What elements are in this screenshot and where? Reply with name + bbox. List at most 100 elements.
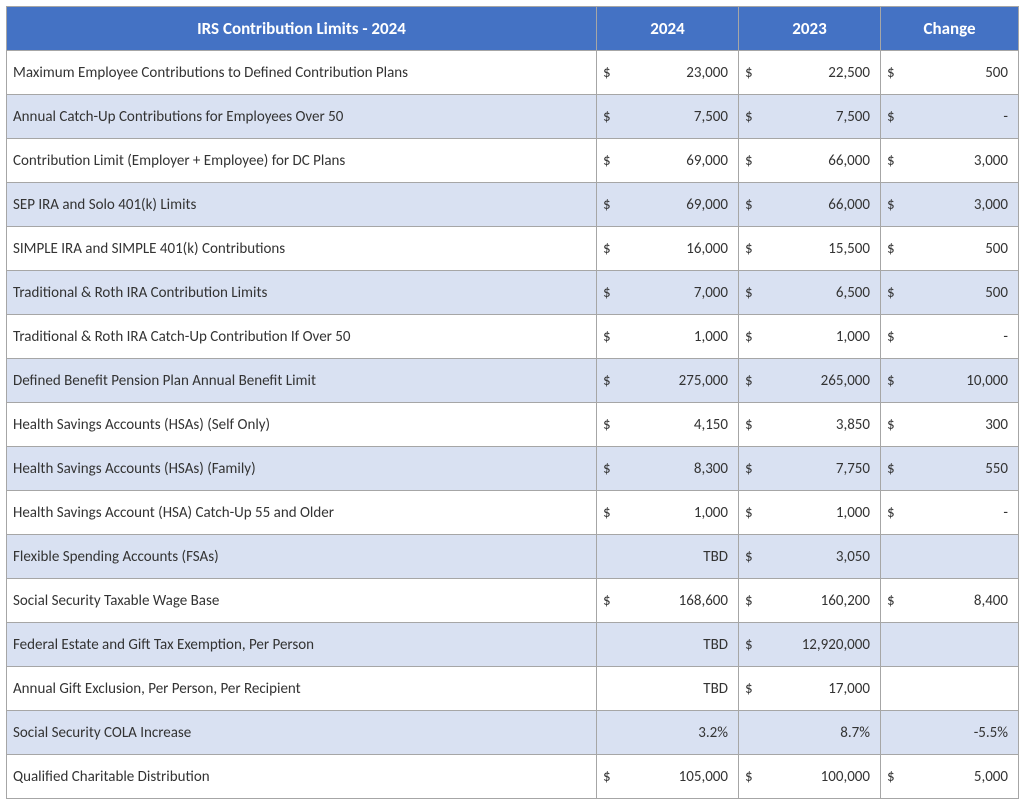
currency-change: $: [881, 183, 905, 227]
value-change: 10,000: [905, 359, 1019, 403]
currency-2024: $: [597, 95, 621, 139]
value-change: 3,000: [905, 139, 1019, 183]
row-label: Traditional & Roth IRA Contribution Limi…: [7, 271, 597, 315]
currency-change: $: [881, 447, 905, 491]
table-header-row: IRS Contribution Limits - 2024 2024 2023…: [7, 7, 1019, 51]
value-2023: 1,000: [763, 315, 881, 359]
currency-change: $: [881, 403, 905, 447]
table-row: Health Savings Accounts (HSAs) (Self Onl…: [7, 403, 1019, 447]
row-label: Annual Gift Exclusion, Per Person, Per R…: [7, 667, 597, 711]
currency-2023: $: [739, 139, 763, 183]
currency-2023: $: [739, 447, 763, 491]
table-row: SIMPLE IRA and SIMPLE 401(k) Contributio…: [7, 227, 1019, 271]
value-change: -: [905, 315, 1019, 359]
currency-change: [881, 667, 905, 711]
value-2024: 275,000: [621, 359, 739, 403]
value-2023: 22,500: [763, 51, 881, 95]
currency-change: $: [881, 51, 905, 95]
value-2023: 66,000: [763, 139, 881, 183]
currency-change: $: [881, 579, 905, 623]
currency-change: $: [881, 227, 905, 271]
table-row: Social Security COLA Increase 3.2% 8.7% -5.…: [7, 711, 1019, 755]
value-2024: TBD: [621, 535, 739, 579]
table-body: Maximum Employee Contributions to Define…: [7, 51, 1019, 799]
value-change: -5.5%: [905, 711, 1019, 755]
currency-2024: $: [597, 315, 621, 359]
value-2024: 105,000: [621, 755, 739, 799]
row-label: SEP IRA and Solo 401(k) Limits: [7, 183, 597, 227]
value-change: 550: [905, 447, 1019, 491]
row-label: Social Security Taxable Wage Base: [7, 579, 597, 623]
value-2024: 69,000: [621, 183, 739, 227]
row-label: Maximum Employee Contributions to Define…: [7, 51, 597, 95]
currency-2023: $: [739, 227, 763, 271]
value-change: 3,000: [905, 183, 1019, 227]
table-row: Flexible Spending Accounts (FSAs) TBD$3,0…: [7, 535, 1019, 579]
currency-change: $: [881, 359, 905, 403]
value-2024: 3.2%: [621, 711, 739, 755]
value-change: 500: [905, 271, 1019, 315]
value-2024: TBD: [621, 623, 739, 667]
currency-2023: $: [739, 667, 763, 711]
currency-2024: $: [597, 51, 621, 95]
value-2024: 7,000: [621, 271, 739, 315]
row-label: Federal Estate and Gift Tax Exemption, P…: [7, 623, 597, 667]
currency-change: [881, 535, 905, 579]
currency-2023: $: [739, 51, 763, 95]
value-2024: 1,000: [621, 315, 739, 359]
value-2023: 265,000: [763, 359, 881, 403]
row-label: Flexible Spending Accounts (FSAs): [7, 535, 597, 579]
value-2024: TBD: [621, 667, 739, 711]
currency-2024: $: [597, 271, 621, 315]
currency-2024: $: [597, 183, 621, 227]
currency-2024: $: [597, 491, 621, 535]
value-2023: 7,500: [763, 95, 881, 139]
value-2023: 17,000: [763, 667, 881, 711]
currency-change: $: [881, 271, 905, 315]
table-row: Defined Benefit Pension Plan Annual Bene…: [7, 359, 1019, 403]
value-change: 8,400: [905, 579, 1019, 623]
row-label: Traditional & Roth IRA Catch-Up Contribu…: [7, 315, 597, 359]
currency-2024: [597, 667, 621, 711]
irs-limits-table: IRS Contribution Limits - 2024 2024 2023…: [6, 6, 1019, 799]
row-label: Social Security COLA Increase: [7, 711, 597, 755]
currency-2024: $: [597, 447, 621, 491]
currency-change: $: [881, 491, 905, 535]
currency-change: $: [881, 755, 905, 799]
value-2024: 69,000: [621, 139, 739, 183]
currency-2024: $: [597, 139, 621, 183]
currency-2023: $: [739, 271, 763, 315]
currency-2024: $: [597, 227, 621, 271]
table-row: Maximum Employee Contributions to Define…: [7, 51, 1019, 95]
currency-2024: [597, 711, 621, 755]
currency-2023: $: [739, 535, 763, 579]
currency-2023: [739, 711, 763, 755]
value-2023: 12,920,000: [763, 623, 881, 667]
table-row: Health Savings Accounts (HSAs) (Family)$…: [7, 447, 1019, 491]
table-row: Qualified Charitable Distribution$105,00…: [7, 755, 1019, 799]
currency-change: [881, 623, 905, 667]
value-2023: 8.7%: [763, 711, 881, 755]
value-2023: 160,200: [763, 579, 881, 623]
currency-2024: $: [597, 755, 621, 799]
currency-2023: $: [739, 315, 763, 359]
row-label: Health Savings Account (HSA) Catch-Up 55…: [7, 491, 597, 535]
value-change: 300: [905, 403, 1019, 447]
value-change: 5,000: [905, 755, 1019, 799]
currency-2023: $: [739, 403, 763, 447]
value-change: [905, 623, 1019, 667]
value-2023: 3,050: [763, 535, 881, 579]
value-change: -: [905, 491, 1019, 535]
currency-change: [881, 711, 905, 755]
currency-2024: $: [597, 403, 621, 447]
value-2024: 7,500: [621, 95, 739, 139]
currency-2024: [597, 623, 621, 667]
value-change: [905, 667, 1019, 711]
table-row: Traditional & Roth IRA Contribution Limi…: [7, 271, 1019, 315]
currency-2023: $: [739, 359, 763, 403]
currency-2023: $: [739, 579, 763, 623]
value-2023: 1,000: [763, 491, 881, 535]
row-label: Annual Catch-Up Contributions for Employ…: [7, 95, 597, 139]
value-2023: 6,500: [763, 271, 881, 315]
value-change: -: [905, 95, 1019, 139]
